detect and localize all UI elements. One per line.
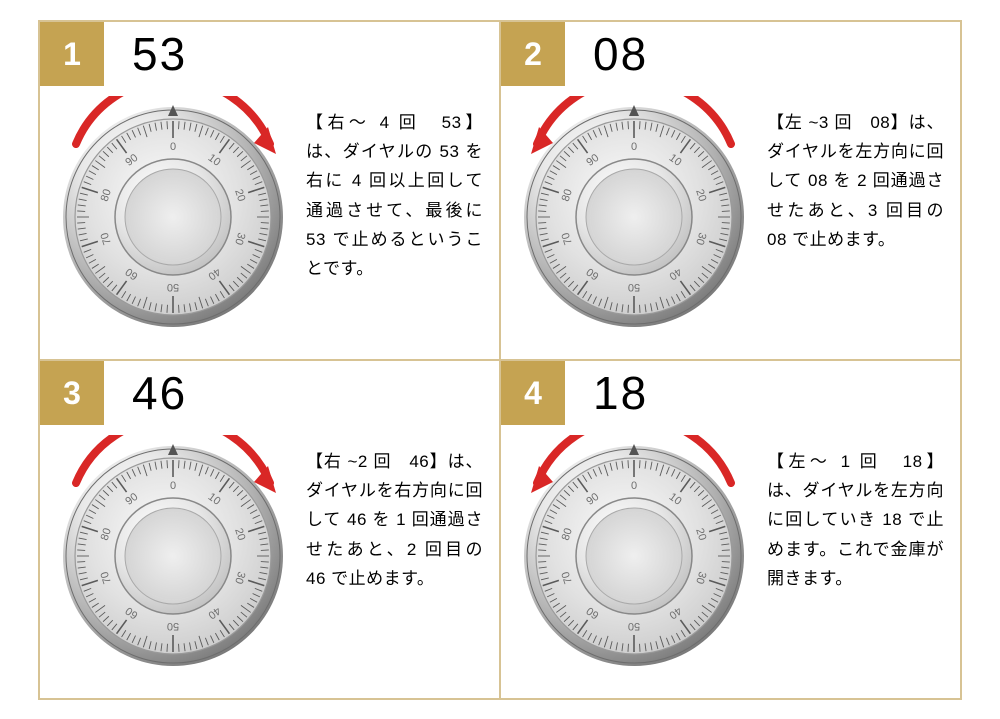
- rotation-arrow-left: [523, 96, 745, 166]
- rotation-arrow-right: [62, 435, 284, 505]
- step-badge: 2: [501, 22, 565, 86]
- safe-dial: 0102030405060708090: [519, 102, 749, 332]
- cell-body: 0102030405060708090 【右 ~2 回 46】は、ダイヤルを右方…: [40, 425, 499, 683]
- svg-text:50: 50: [167, 281, 179, 293]
- cell-header: 2 08: [501, 22, 960, 86]
- cell-body: 0102030405060708090 【左〜 1 回 18】は、ダイヤルを左方…: [501, 425, 960, 683]
- cell-body: 0102030405060708090 【右〜 4 回 53】は、ダイヤルの 5…: [40, 86, 499, 344]
- step-badge: 3: [40, 361, 104, 425]
- step-cell-2: 2 08: [500, 21, 961, 360]
- target-number: 18: [593, 366, 648, 420]
- svg-text:50: 50: [628, 281, 640, 293]
- rotation-arrow-left: [523, 435, 745, 505]
- step-cell-4: 4 18: [500, 360, 961, 699]
- cell-body: 0102030405060708090 【左 ~3 回 08】は、ダイヤルを左方…: [501, 86, 960, 344]
- target-number: 08: [593, 27, 648, 81]
- step-badge: 4: [501, 361, 565, 425]
- rotation-arrow-right: [62, 96, 284, 166]
- step-description: 【右〜 4 回 53】は、ダイヤルの 53 を右に 4 回以上回して通過させて、…: [306, 102, 483, 283]
- step-badge: 1: [40, 22, 104, 86]
- cell-header: 1 53: [40, 22, 499, 86]
- target-number: 53: [132, 27, 187, 81]
- target-number: 46: [132, 366, 187, 420]
- step-cell-1: 1 53: [39, 21, 500, 360]
- step-description: 【左〜 1 回 18】は、ダイヤルを左方向に回していき 18 で止めます。これで…: [767, 441, 944, 593]
- cell-header: 3 46: [40, 361, 499, 425]
- step-description: 【右 ~2 回 46】は、ダイヤルを右方向に回して 46 を 1 回通過させたあ…: [306, 441, 483, 593]
- step-cell-3: 3 46: [39, 360, 500, 699]
- step-description: 【左 ~3 回 08】は、ダイヤルを左方向に回して 08 を 2 回通過させたあ…: [767, 102, 944, 254]
- svg-text:50: 50: [628, 620, 640, 632]
- steps-grid: 1 53: [38, 20, 962, 700]
- svg-text:50: 50: [167, 620, 179, 632]
- safe-dial: 0102030405060708090: [519, 441, 749, 671]
- safe-dial: 0102030405060708090: [58, 441, 288, 671]
- cell-header: 4 18: [501, 361, 960, 425]
- safe-dial: 0102030405060708090: [58, 102, 288, 332]
